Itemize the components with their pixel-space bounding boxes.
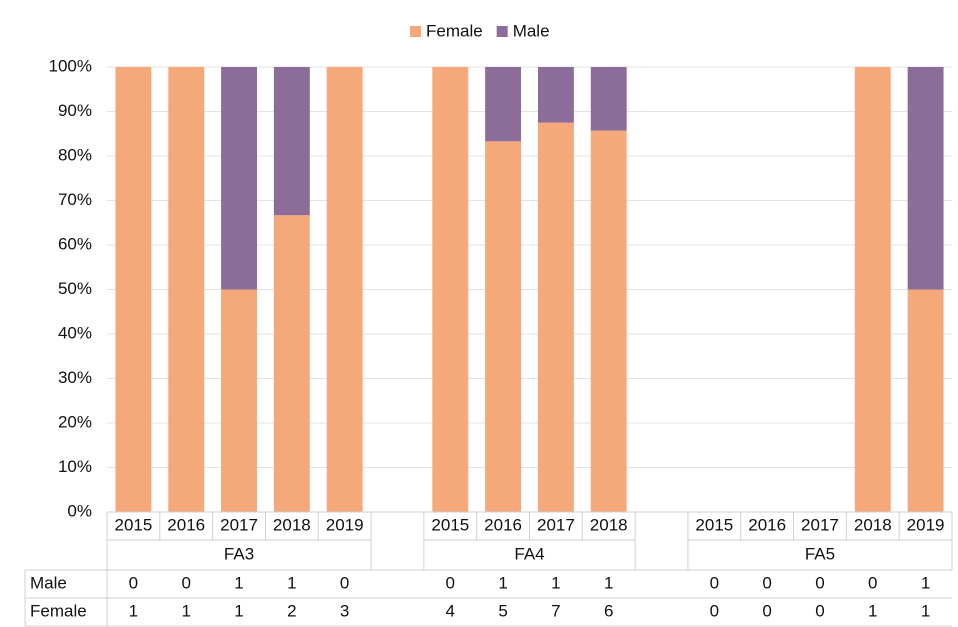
table-cell: 0 bbox=[710, 601, 719, 620]
x-tick-label: 2015 bbox=[431, 515, 469, 534]
x-tick-label: 2017 bbox=[801, 515, 839, 534]
table-cell: 0 bbox=[181, 573, 190, 592]
group-label: FA3 bbox=[224, 544, 254, 563]
table-cell: 1 bbox=[921, 601, 930, 620]
x-tick-label: 2018 bbox=[273, 515, 311, 534]
bar-segment bbox=[854, 67, 891, 512]
bar-segment bbox=[537, 67, 574, 123]
y-tick-label: 80% bbox=[58, 145, 92, 164]
bar-segment bbox=[221, 67, 257, 290]
table-cell: 1 bbox=[868, 601, 877, 620]
x-tick-label: 2017 bbox=[537, 515, 575, 534]
table-cell: 1 bbox=[129, 601, 138, 620]
table-cell: 0 bbox=[129, 573, 138, 592]
y-tick-label: 0% bbox=[67, 501, 92, 520]
table-cell: 1 bbox=[921, 573, 930, 592]
bar-segment bbox=[221, 289, 257, 512]
legend-swatch bbox=[410, 26, 421, 37]
x-tick-label: 2018 bbox=[854, 515, 892, 534]
bar-segment bbox=[907, 67, 944, 290]
row-label: Male bbox=[30, 573, 67, 592]
table-cell: 0 bbox=[762, 601, 771, 620]
legend-label: Male bbox=[513, 21, 550, 40]
y-tick-label: 100% bbox=[49, 56, 92, 75]
table-cell: 1 bbox=[604, 573, 613, 592]
bar-segment bbox=[432, 67, 469, 512]
bar-segment bbox=[590, 67, 627, 131]
legend-swatch bbox=[496, 26, 508, 37]
x-tick-label: 2016 bbox=[167, 515, 205, 534]
x-tick-label: 2015 bbox=[695, 515, 733, 534]
bar-segment bbox=[907, 289, 944, 512]
bar-segment bbox=[273, 215, 310, 512]
y-tick-label: 50% bbox=[58, 279, 92, 298]
x-tick-label: 2018 bbox=[590, 515, 628, 534]
y-tick-label: 70% bbox=[58, 190, 92, 209]
table-cell: 4 bbox=[446, 601, 455, 620]
table-cell: 6 bbox=[604, 601, 613, 620]
table-cell: 0 bbox=[815, 601, 824, 620]
group-label: FA4 bbox=[514, 544, 544, 563]
x-tick-label: 2019 bbox=[907, 515, 945, 534]
table-cell: 2 bbox=[287, 601, 296, 620]
table-cell: 0 bbox=[762, 573, 771, 592]
table-cell: 0 bbox=[868, 573, 877, 592]
x-tick-label: 2016 bbox=[484, 515, 522, 534]
table-cell: 1 bbox=[234, 601, 243, 620]
legend-label: Female bbox=[426, 21, 483, 40]
bar-segment bbox=[590, 130, 627, 512]
x-tick-label: 2019 bbox=[326, 515, 364, 534]
bar-segment bbox=[115, 67, 152, 512]
table-cell: 1 bbox=[234, 573, 243, 592]
table-cell: 0 bbox=[815, 573, 824, 592]
x-tick-label: 2015 bbox=[114, 515, 152, 534]
x-tick-label: 2016 bbox=[748, 515, 786, 534]
table-cell: 0 bbox=[340, 573, 349, 592]
table-cell: 1 bbox=[287, 573, 296, 592]
table-cell: 1 bbox=[551, 573, 560, 592]
y-tick-label: 30% bbox=[58, 368, 92, 387]
y-tick-label: 60% bbox=[58, 234, 92, 253]
row-label: Female bbox=[30, 601, 87, 620]
y-tick-label: 10% bbox=[58, 457, 92, 476]
table-cell: 5 bbox=[498, 601, 507, 620]
x-tick-label: 2017 bbox=[220, 515, 258, 534]
table-cell: 0 bbox=[446, 573, 455, 592]
bar-segment bbox=[485, 67, 522, 142]
y-tick-label: 90% bbox=[58, 101, 92, 120]
bar-segment bbox=[168, 67, 205, 512]
bar-segment bbox=[485, 141, 522, 512]
table-cell: 3 bbox=[340, 601, 349, 620]
y-tick-label: 40% bbox=[58, 323, 92, 342]
table-cell: 1 bbox=[181, 601, 190, 620]
bar-segment bbox=[326, 67, 363, 512]
table-cell: 7 bbox=[551, 601, 560, 620]
y-tick-label: 20% bbox=[58, 412, 92, 431]
table-cell: 1 bbox=[498, 573, 507, 592]
bar-segment bbox=[273, 67, 310, 216]
bar-segment bbox=[537, 122, 574, 512]
group-label: FA5 bbox=[805, 544, 835, 563]
table-cell: 0 bbox=[710, 573, 719, 592]
